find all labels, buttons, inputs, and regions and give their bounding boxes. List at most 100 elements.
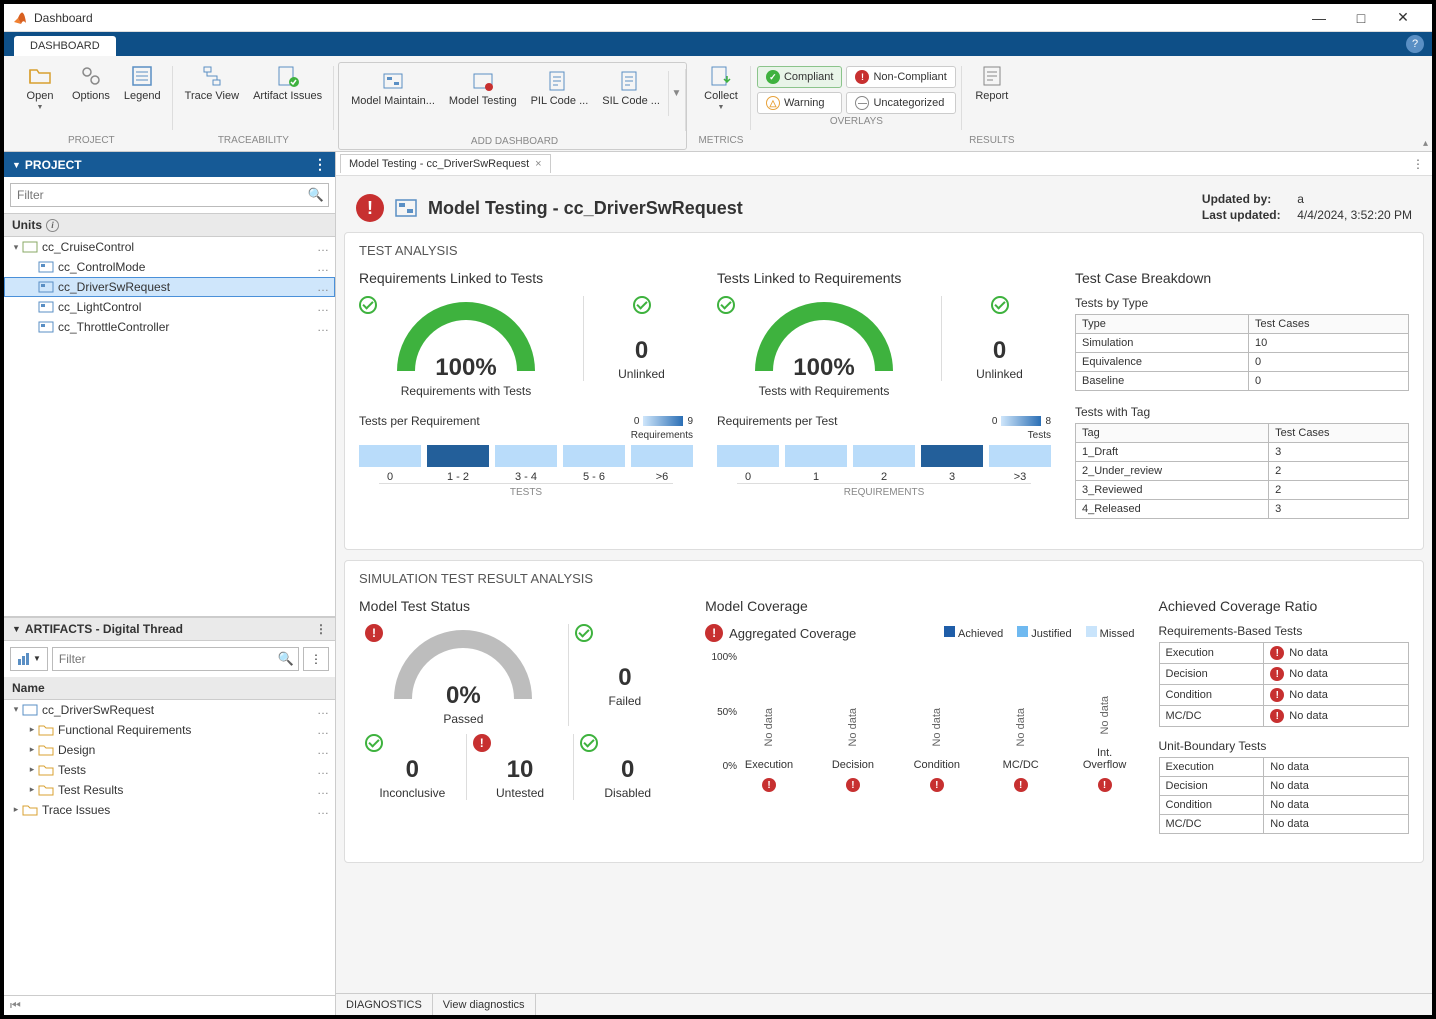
table-row: Condition!No data (1159, 685, 1409, 706)
dist-label: >3 (989, 471, 1051, 483)
goto-first[interactable]: ⏮ (4, 995, 335, 1015)
overlay-warning[interactable]: △Warning (757, 92, 843, 114)
folder-icon (22, 803, 38, 817)
options-button[interactable]: Options (66, 60, 116, 133)
trace-view-button[interactable]: Trace View (179, 60, 245, 133)
req-based-tests-table: Execution!No dataDecision!No dataConditi… (1159, 642, 1410, 727)
dist-bar[interactable] (717, 445, 779, 467)
folder-open-icon (28, 64, 52, 88)
artifact-folder[interactable]: ▸Functional Requirements… (4, 720, 335, 740)
folder-icon (38, 723, 54, 737)
trace-issues-item[interactable]: ▸Trace Issues… (4, 800, 335, 820)
table-row: 2_Under_review2 (1076, 462, 1409, 481)
tests-per-req-dist: Tests per Requirement 09 Requirements 01… (359, 414, 693, 498)
report-button[interactable]: Report (968, 60, 1016, 133)
tree-item[interactable]: cc_ThrottleController… (4, 317, 335, 337)
titlebar: Dashboard — □ ✕ (4, 4, 1432, 32)
collect-button[interactable]: Collect▼ (697, 60, 745, 133)
dist-label: 0 (359, 471, 421, 483)
tree-item[interactable]: cc_ControlMode… (4, 257, 335, 277)
pil-code-button[interactable]: PIL Code ... (525, 65, 595, 134)
sil-code-button[interactable]: SIL Code ... (596, 65, 666, 134)
artifacts-menu-button[interactable]: ⋮ (303, 647, 329, 671)
artifacts-view-button[interactable]: ▼ (10, 647, 48, 671)
table-row: Decision!No data (1159, 664, 1409, 685)
name-column-header: Name (4, 677, 335, 700)
check-icon (991, 296, 1009, 314)
sil-code-icon (619, 69, 643, 93)
doc-tab[interactable]: Model Testing - cc_DriverSwRequest × (340, 154, 551, 173)
artifact-folder[interactable]: ▸Tests… (4, 760, 335, 780)
tree-item[interactable]: cc_LightControl… (4, 297, 335, 317)
legend-item: Achieved (944, 626, 1003, 640)
add-dashboard-expand[interactable]: ▼ (668, 71, 684, 116)
model-icon (38, 260, 54, 274)
status-cell: 0Inconclusive (359, 734, 467, 800)
artifact-root[interactable]: ▾cc_DriverSwRequest… (4, 700, 335, 720)
help-button[interactable]: ? (1406, 35, 1424, 53)
search-icon: 🔍 (308, 187, 324, 203)
open-button[interactable]: Open▼ (16, 60, 64, 133)
dist-bar[interactable] (359, 445, 421, 467)
dist-bar[interactable] (785, 445, 847, 467)
dist-bar[interactable] (853, 445, 915, 467)
close-button[interactable]: ✕ (1382, 6, 1424, 30)
model-icon (38, 300, 54, 314)
info-icon[interactable]: i (46, 219, 59, 232)
error-icon: ! (1014, 778, 1028, 792)
artifact-folder[interactable]: ▸Design… (4, 740, 335, 760)
dist-bar[interactable] (563, 445, 625, 467)
dist-label: 0 (717, 471, 779, 483)
close-tab-icon[interactable]: × (535, 158, 541, 170)
ribbon-collapse[interactable]: ▴ (1423, 138, 1428, 149)
minimize-button[interactable]: — (1298, 6, 1340, 30)
dist-bar[interactable] (631, 445, 693, 467)
view-diagnostics[interactable]: View diagnostics (433, 994, 536, 1015)
dist-bar[interactable] (495, 445, 557, 467)
model-icon (22, 240, 38, 254)
check-icon (359, 296, 377, 314)
model-icon (38, 280, 54, 294)
error-icon: ! (1270, 688, 1284, 702)
doc-tab-menu[interactable]: ⋮ (1412, 157, 1424, 171)
legend-button[interactable]: Legend (118, 60, 167, 133)
dist-bar[interactable] (427, 445, 489, 467)
coverage-col: No dataMC/DC! (991, 652, 1051, 792)
artifact-issues-button[interactable]: Artifact Issues (247, 60, 328, 133)
req-per-test-dist: Requirements per Test 08 Tests 0123>3 RE… (717, 414, 1051, 498)
dist-bar[interactable] (989, 445, 1051, 467)
matlab-logo-icon (12, 10, 28, 26)
pil-code-icon (547, 69, 571, 93)
check-icon (580, 734, 598, 752)
model-testing-icon (394, 196, 418, 220)
tree-item[interactable]: cc_DriverSwRequest… (4, 277, 335, 297)
tab-dashboard[interactable]: DASHBOARD (14, 36, 116, 56)
artifact-folder[interactable]: ▸Test Results… (4, 780, 335, 800)
maximize-button[interactable]: □ (1340, 6, 1382, 30)
folder-icon (38, 763, 54, 777)
model-testing-button[interactable]: Model Testing (443, 65, 523, 134)
overlay-non-compliant[interactable]: !Non-Compliant (846, 66, 955, 88)
project-filter-input[interactable] (10, 183, 329, 207)
page-title: Model Testing - cc_DriverSwRequest (428, 198, 743, 219)
units-tree: ▾cc_CruiseControl…cc_ControlMode…cc_Driv… (4, 237, 335, 616)
ribbon-tabstrip: DASHBOARD ? (4, 32, 1432, 56)
report-icon (980, 64, 1004, 88)
gears-icon (79, 64, 103, 88)
dist-bar[interactable] (921, 445, 983, 467)
overlay-compliant[interactable]: ✓Compliant (757, 66, 843, 88)
test-analysis-card: TEST ANALYSIS Requirements Linked to Tes… (344, 232, 1424, 550)
tree-root[interactable]: ▾cc_CruiseControl… (4, 237, 335, 257)
artifacts-filter-input[interactable] (52, 647, 299, 671)
diagnostics-tab[interactable]: DIAGNOSTICS (336, 994, 433, 1015)
model-maintain-button[interactable]: Model Maintain... (345, 65, 441, 134)
model-icon (22, 703, 38, 717)
artifacts-menu[interactable]: ⋮ (315, 622, 327, 636)
overlay-uncategorized[interactable]: —Uncategorized (846, 92, 955, 114)
project-panel-header: ▼ PROJECT ⋮ (4, 152, 335, 177)
project-panel-menu[interactable]: ⋮ (313, 156, 327, 173)
trace-view-icon (200, 64, 224, 88)
unit-boundary-tests-table: ExecutionNo dataDecisionNo dataCondition… (1159, 757, 1410, 834)
status-cell: !10Untested (467, 734, 575, 800)
error-icon: ! (846, 778, 860, 792)
